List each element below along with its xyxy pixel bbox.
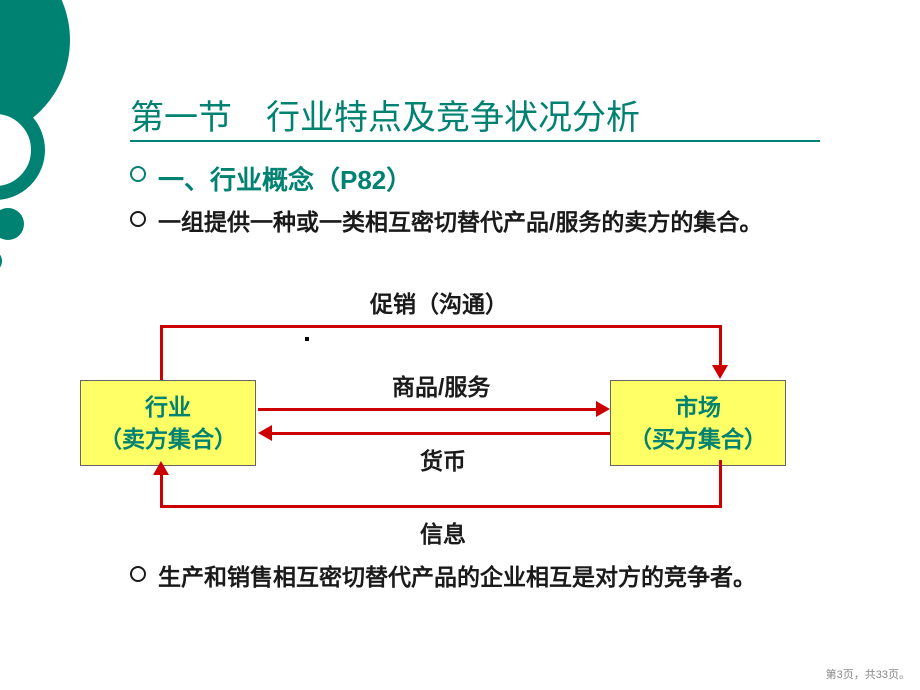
bullet-text: 生产和销售相互密切替代产品的企业相互是对方的竞争者。 xyxy=(158,560,756,595)
label-mid2: 货币 xyxy=(420,442,466,476)
box-industry: 行业 （卖方集合） xyxy=(80,380,256,466)
label-mid1: 商品/服务 xyxy=(392,368,490,402)
bullet-item-1: 一、行业概念（P82） xyxy=(130,160,830,197)
period-mark xyxy=(305,337,309,341)
decorative-circles xyxy=(0,0,130,300)
arrowhead-up-icon xyxy=(153,461,169,475)
flow-diagram: 促销（沟通） 商品/服务 货币 信息 行业 （卖方集合） 市场 （买方集合） xyxy=(130,280,830,565)
box-market: 市场 （买方集合） xyxy=(610,380,786,466)
bullet-marker-circle xyxy=(130,566,146,582)
arrow-line xyxy=(719,460,722,508)
page-number: 第3页，共33页。 xyxy=(826,666,910,682)
arrow-line xyxy=(719,325,722,367)
arrowhead-down-icon xyxy=(712,365,728,379)
arrowhead-left-icon xyxy=(258,425,272,441)
box-line2: （买方集合） xyxy=(629,423,767,455)
bullet-marker-circle xyxy=(130,166,146,182)
arrow-line xyxy=(258,408,598,411)
label-bottom: 信息 xyxy=(420,515,466,549)
box-line1: 市场 xyxy=(629,391,767,423)
box-line1: 行业 xyxy=(99,391,237,423)
arrow-line xyxy=(160,473,163,508)
arrow-line xyxy=(160,325,722,328)
arrowhead-right-icon xyxy=(596,401,610,417)
arrow-line xyxy=(160,325,163,380)
arrow-line xyxy=(270,432,610,435)
bullet-item-2: 一组提供一种或一类相互密切替代产品/服务的卖方的集合。 xyxy=(130,205,830,240)
content-block: 一、行业概念（P82） 一组提供一种或一类相互密切替代产品/服务的卖方的集合。 xyxy=(130,160,830,248)
slide-title: 第一节 行业特点及竞争状况分析 xyxy=(130,90,640,139)
box-line2: （卖方集合） xyxy=(99,423,237,455)
title-underline xyxy=(130,140,820,142)
bullet-item-3: 生产和销售相互密切替代产品的企业相互是对方的竞争者。 xyxy=(130,560,830,595)
bullet-text: 一组提供一种或一类相互密切替代产品/服务的卖方的集合。 xyxy=(158,205,762,240)
bullet-marker-circle xyxy=(130,211,146,227)
label-top: 促销（沟通） xyxy=(370,285,508,319)
bullet-text: 一、行业概念（P82） xyxy=(158,160,412,197)
arrow-line xyxy=(160,505,722,508)
